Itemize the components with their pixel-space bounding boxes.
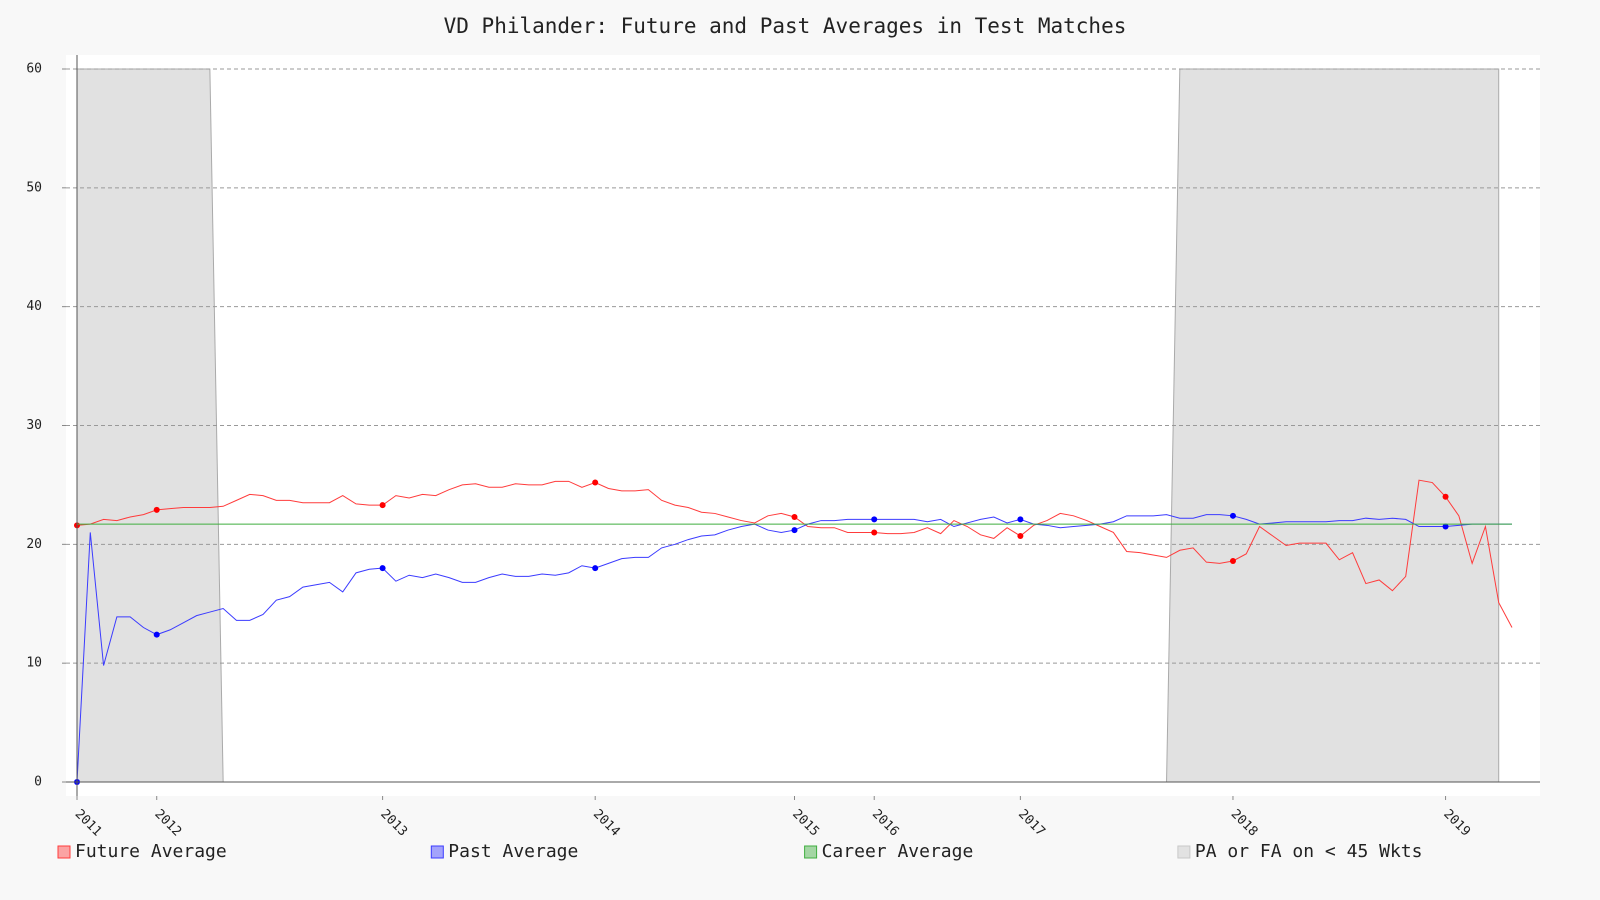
point	[871, 516, 878, 523]
point	[153, 506, 160, 513]
legend-label: Career Average	[822, 841, 974, 862]
point	[1442, 493, 1449, 500]
point	[1017, 516, 1024, 523]
legend-label: Future Average	[75, 841, 227, 862]
point	[592, 565, 599, 572]
point	[153, 631, 160, 638]
point	[791, 514, 798, 521]
x-tick-label: 2011	[72, 807, 105, 840]
x-tick-label: 2017	[1015, 807, 1048, 840]
x-tick-label: 2018	[1228, 807, 1261, 840]
y-tick-label: 20	[26, 537, 42, 552]
legend-label: PA or FA on < 45 Wkts	[1195, 841, 1423, 862]
legend-label: Past Average	[448, 841, 578, 862]
x-tick-label: 2014	[590, 807, 623, 840]
legend-swatch	[57, 845, 71, 859]
x-tick-label: 2016	[869, 807, 902, 840]
y-tick-label: 40	[26, 299, 42, 314]
point	[1229, 557, 1236, 564]
point	[1017, 533, 1024, 540]
point	[592, 479, 599, 486]
line-layer	[74, 479, 1513, 785]
legend-swatch	[1177, 845, 1191, 859]
chart-title: VD Philander: Future and Past Averages i…	[444, 14, 1127, 38]
x-tick-label: 2019	[1440, 807, 1473, 840]
point	[379, 565, 386, 572]
x-tick-label: 2012	[151, 807, 184, 840]
x-tick-label: 2013	[377, 807, 410, 840]
y-tick-label: 50	[26, 180, 42, 195]
y-tick-label: 0	[34, 775, 42, 790]
point	[379, 502, 386, 509]
point	[1229, 512, 1236, 519]
point	[871, 529, 878, 536]
y-tick-label: 10	[26, 656, 42, 671]
legend-swatch	[430, 845, 444, 859]
x-tick-label: 2015	[789, 807, 822, 840]
legend-swatch	[804, 845, 818, 859]
y-tick-label: 30	[26, 418, 42, 433]
y-tick-label: 60	[26, 62, 42, 77]
point	[1442, 523, 1449, 530]
point	[791, 527, 798, 534]
